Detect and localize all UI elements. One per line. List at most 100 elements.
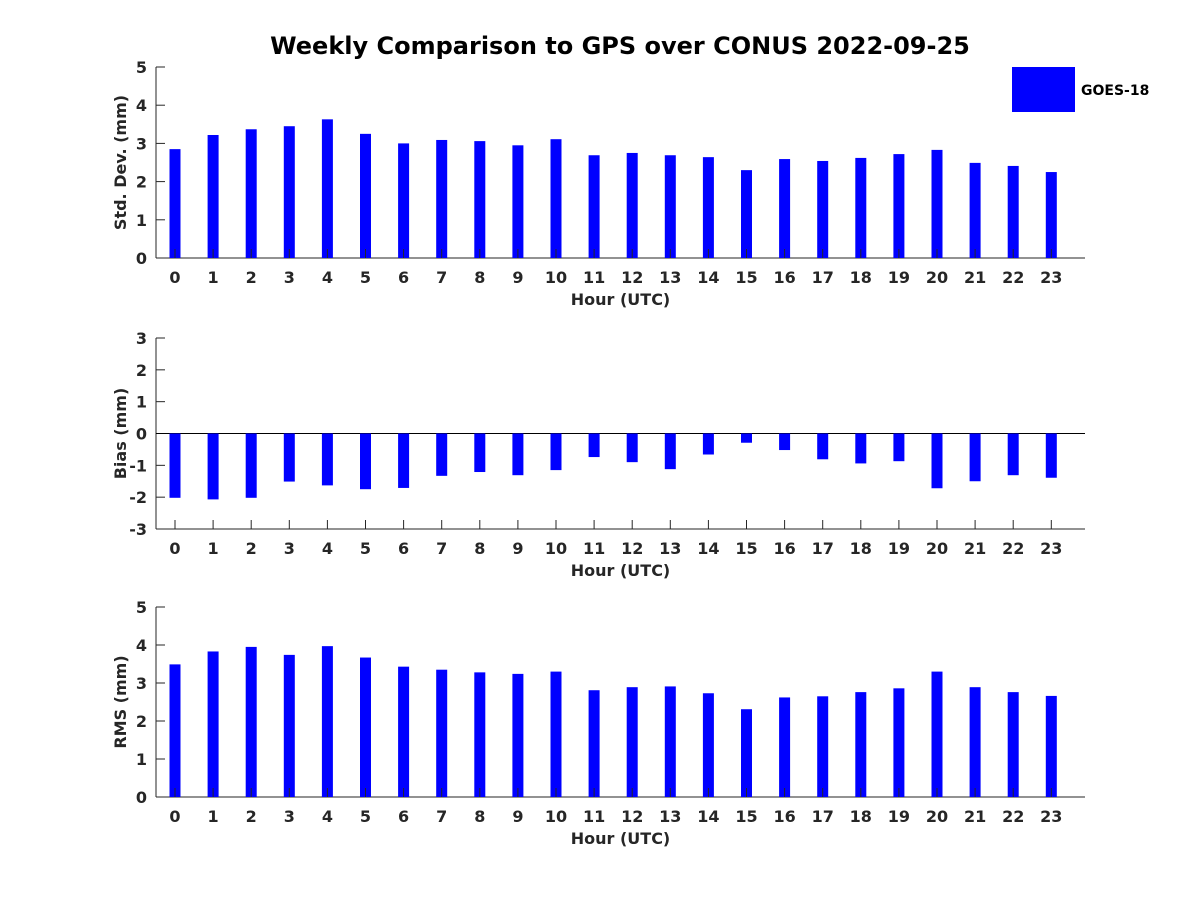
x-tick-label: 21 xyxy=(964,807,986,826)
bar-hour-21 xyxy=(969,433,981,482)
bar-hour-5 xyxy=(360,433,371,490)
y-tick-label: 3 xyxy=(136,134,147,153)
bar-hour-3 xyxy=(283,126,295,259)
bar-hour-1 xyxy=(207,134,219,258)
x-tick-label: 16 xyxy=(773,268,795,287)
legend-label: GOES-18 xyxy=(1081,83,1149,99)
bar-hour-19 xyxy=(893,433,905,462)
x-tick-label: 9 xyxy=(512,807,523,826)
x-tick-label: 10 xyxy=(545,268,567,287)
y-tick-label: 4 xyxy=(136,96,147,115)
x-tick-label: 11 xyxy=(583,539,605,558)
x-tick-label: 10 xyxy=(545,539,567,558)
x-tick-label: 23 xyxy=(1040,268,1062,287)
x-tick-label: 17 xyxy=(812,807,834,826)
y-axis-label: RMS (mm) xyxy=(111,655,130,748)
x-tick-label: 11 xyxy=(583,807,605,826)
x-tick-label: 8 xyxy=(474,268,485,287)
x-tick-label: 19 xyxy=(888,807,910,826)
bar-hour-23 xyxy=(1045,172,1057,258)
bar-hour-7 xyxy=(436,433,448,476)
bar-hour-5 xyxy=(360,133,371,258)
bar-hour-9 xyxy=(512,673,524,797)
bar-hour-10 xyxy=(550,139,562,258)
bar-hour-21 xyxy=(969,687,981,797)
bar-hour-17 xyxy=(817,433,829,460)
bar-hour-23 xyxy=(1045,695,1057,797)
x-tick-label: 8 xyxy=(474,539,485,558)
x-tick-label: 19 xyxy=(888,268,910,287)
bar-hour-14 xyxy=(702,693,714,797)
bar-hour-10 xyxy=(550,671,562,797)
x-tick-label: 15 xyxy=(735,539,757,558)
x-tick-label: 12 xyxy=(621,807,643,826)
x-tick-label: 20 xyxy=(926,268,948,287)
bar-hour-20 xyxy=(931,149,943,258)
x-tick-label: 4 xyxy=(322,539,333,558)
bar-hour-19 xyxy=(893,154,905,258)
x-tick-label: 21 xyxy=(964,539,986,558)
y-tick-label: -3 xyxy=(129,520,147,539)
bar-hour-11 xyxy=(588,433,600,458)
x-tick-label: 18 xyxy=(850,268,872,287)
x-tick-label: 16 xyxy=(773,539,795,558)
bar-hour-6 xyxy=(398,143,410,258)
x-tick-label: 7 xyxy=(436,807,447,826)
y-tick-label: 1 xyxy=(136,750,147,769)
x-tick-label: 6 xyxy=(398,268,409,287)
bar-hour-13 xyxy=(664,155,676,258)
x-tick-label: 1 xyxy=(208,807,219,826)
bar-hour-19 xyxy=(893,688,905,797)
bar-hour-7 xyxy=(436,139,448,258)
bar-hour-17 xyxy=(817,696,829,797)
y-tick-label: -2 xyxy=(129,488,147,507)
x-tick-label: 19 xyxy=(888,539,910,558)
bar-hour-18 xyxy=(855,433,867,464)
bar-hour-0 xyxy=(169,664,181,797)
bar-hour-6 xyxy=(398,666,410,797)
bar-hour-22 xyxy=(1007,165,1019,258)
bar-hour-13 xyxy=(664,433,676,470)
bar-hour-13 xyxy=(664,686,676,797)
y-tick-label: 1 xyxy=(136,393,147,412)
x-axis-label: Hour (UTC) xyxy=(571,290,671,309)
bar-hour-16 xyxy=(779,159,791,258)
bar-hour-3 xyxy=(283,433,295,482)
x-tick-label: 3 xyxy=(284,539,295,558)
x-tick-label: 17 xyxy=(812,539,834,558)
bar-hour-11 xyxy=(588,155,600,258)
x-tick-label: 22 xyxy=(1002,807,1024,826)
bar-hour-17 xyxy=(817,160,829,258)
x-tick-label: 13 xyxy=(659,268,681,287)
x-tick-label: 12 xyxy=(621,539,643,558)
x-axis-label: Hour (UTC) xyxy=(571,561,671,580)
bar-hour-2 xyxy=(245,129,257,258)
bar-hour-0 xyxy=(169,149,181,258)
x-tick-label: 14 xyxy=(697,268,719,287)
bar-hour-18 xyxy=(855,692,867,797)
x-tick-label: 15 xyxy=(735,268,757,287)
x-tick-label: 15 xyxy=(735,807,757,826)
x-tick-label: 7 xyxy=(436,539,447,558)
bar-hour-8 xyxy=(474,672,486,797)
bar-hour-20 xyxy=(931,433,943,489)
bar-hour-23 xyxy=(1045,433,1057,478)
x-tick-label: 0 xyxy=(169,268,180,287)
x-tick-label: 23 xyxy=(1040,539,1062,558)
x-tick-label: 9 xyxy=(512,539,523,558)
x-tick-label: 23 xyxy=(1040,807,1062,826)
bar-hour-16 xyxy=(779,697,791,797)
x-tick-label: 20 xyxy=(926,807,948,826)
x-tick-label: 10 xyxy=(545,807,567,826)
bar-hour-20 xyxy=(931,671,943,797)
x-tick-label: 22 xyxy=(1002,539,1024,558)
bar-hour-10 xyxy=(550,433,562,471)
x-tick-label: 5 xyxy=(360,539,371,558)
x-tick-label: 2 xyxy=(246,807,257,826)
y-tick-label: -1 xyxy=(129,456,147,475)
bar-hour-22 xyxy=(1007,692,1019,797)
bar-hour-16 xyxy=(779,433,791,451)
x-tick-label: 14 xyxy=(697,539,719,558)
